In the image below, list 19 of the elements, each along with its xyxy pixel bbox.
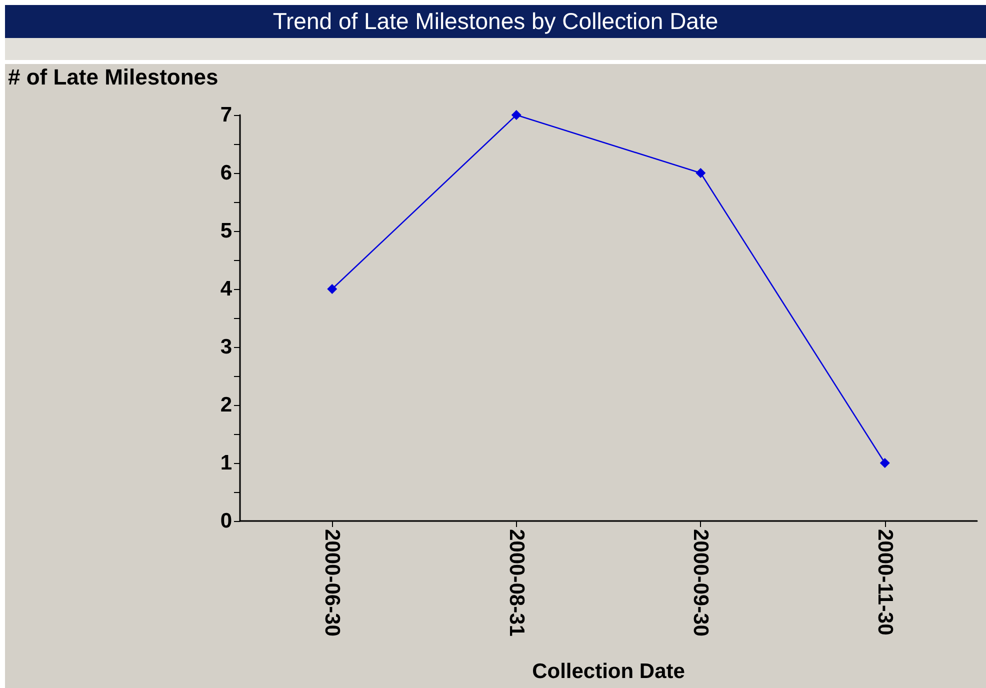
y-axis-title: # of Late Milestones xyxy=(8,64,218,90)
chart-title: Trend of Late Milestones by Collection Date xyxy=(5,5,986,38)
point xyxy=(511,110,522,120)
x-axis-title: Collection Date xyxy=(532,660,685,683)
y-tick-label: 5 xyxy=(220,220,232,242)
y-tick-label: 0 xyxy=(220,510,232,532)
x-tick-label: 2000-09-30 xyxy=(689,529,712,636)
y-tick-label: 2 xyxy=(220,394,232,416)
y-tick-label: 4 xyxy=(220,278,232,300)
x-tick-label: 2000-11-30 xyxy=(873,529,896,636)
y-tick-label: 3 xyxy=(220,336,232,358)
y-tick-label: 1 xyxy=(220,452,232,474)
point xyxy=(880,458,890,468)
x-tick-label: 2000-08-31 xyxy=(504,529,528,637)
point xyxy=(327,284,338,294)
y-tick-label: 6 xyxy=(220,162,232,184)
y-tick-label: 7 xyxy=(220,104,232,126)
point xyxy=(696,168,706,178)
x-tick-label: 2000-06-30 xyxy=(320,529,344,636)
